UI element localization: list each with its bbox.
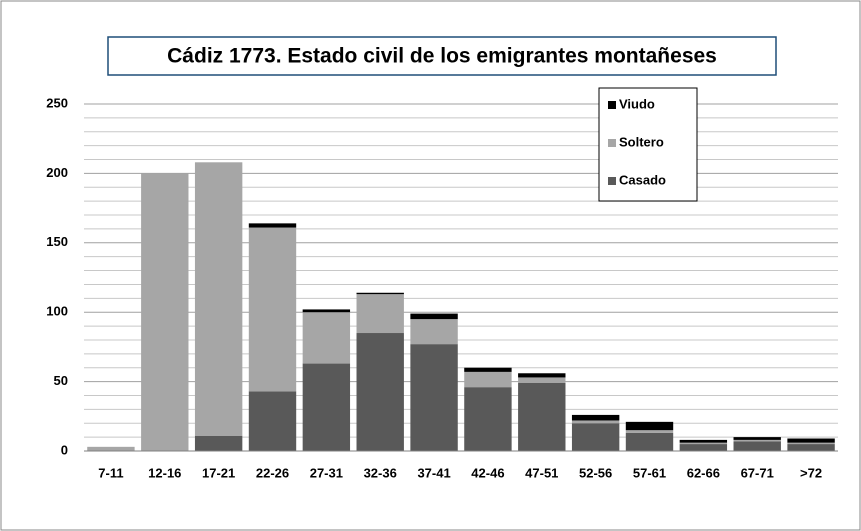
x-tick-label: 57-61 [633,465,666,480]
title-box [107,36,777,76]
x-tick-label: 32-36 [364,465,397,480]
x-tick-label: 27-31 [310,465,343,480]
bar-segment [464,387,512,451]
bar-segment [410,344,458,451]
bar-segment [787,444,835,451]
y-tick-label: 0 [61,442,68,457]
legend-label: Casado [619,172,666,187]
x-tick-label: 22-26 [256,465,289,480]
x-tick-label: 62-66 [687,465,720,480]
legend-swatch [608,177,616,185]
x-tick-label: 12-16 [148,465,181,480]
x-tick-label: 52-56 [579,465,612,480]
bar-segment [410,319,458,345]
x-tick-label: 37-41 [417,465,450,480]
y-tick-label: 250 [46,95,68,110]
bar-segment [248,391,297,451]
y-tick-label: 50 [54,373,68,388]
bar-segment [679,439,728,443]
x-tick-label: 67-71 [741,465,774,480]
bar-segment [518,382,566,451]
bar-segment [787,442,835,445]
legend-label: Viudo [619,96,655,111]
x-tick-label: 42-46 [471,465,504,480]
bar-segment [356,292,404,295]
bar-segment [679,444,728,451]
bar-segment [571,414,620,421]
legend-label: Soltero [619,134,664,149]
bar-segment [571,420,620,424]
bar-segment [302,312,351,364]
bar-segment [733,439,781,442]
bar-segment [571,423,620,451]
bar-segment [625,430,674,433]
bar-segment [302,363,351,451]
bar-segment [248,227,297,392]
bar-segment [518,377,566,383]
chart-title: Cádiz 1773. Estado civil de los emigrant… [167,45,717,68]
y-tick-label: 200 [46,165,68,180]
bar-segment [625,421,674,431]
legend-swatch [608,139,616,147]
bar-segment [141,173,189,451]
x-tick-label: >72 [800,465,822,480]
bar-segment [356,333,404,451]
bar-segment [464,371,512,388]
x-tick-label: 7-11 [98,465,123,480]
x-tick-label: 17-21 [202,465,235,480]
bar-segment [356,294,404,334]
legend-swatch [608,101,616,109]
bar-segment [410,313,458,320]
bar-segment [248,223,297,228]
bar-segment [194,435,243,451]
bar-segment [625,432,674,451]
y-tick-label: 100 [46,304,68,319]
x-tick-label: 47-51 [525,465,558,480]
bar-segment [464,367,512,372]
bar-segment [733,441,781,451]
y-tick-label: 150 [46,234,68,249]
bar-segment [679,442,728,445]
bar-segment [518,373,566,378]
bar-segment [733,437,781,440]
bar-segment [787,438,835,443]
bar-segment [302,309,351,313]
bar-segment [194,162,243,436]
bar-segment [87,446,135,451]
